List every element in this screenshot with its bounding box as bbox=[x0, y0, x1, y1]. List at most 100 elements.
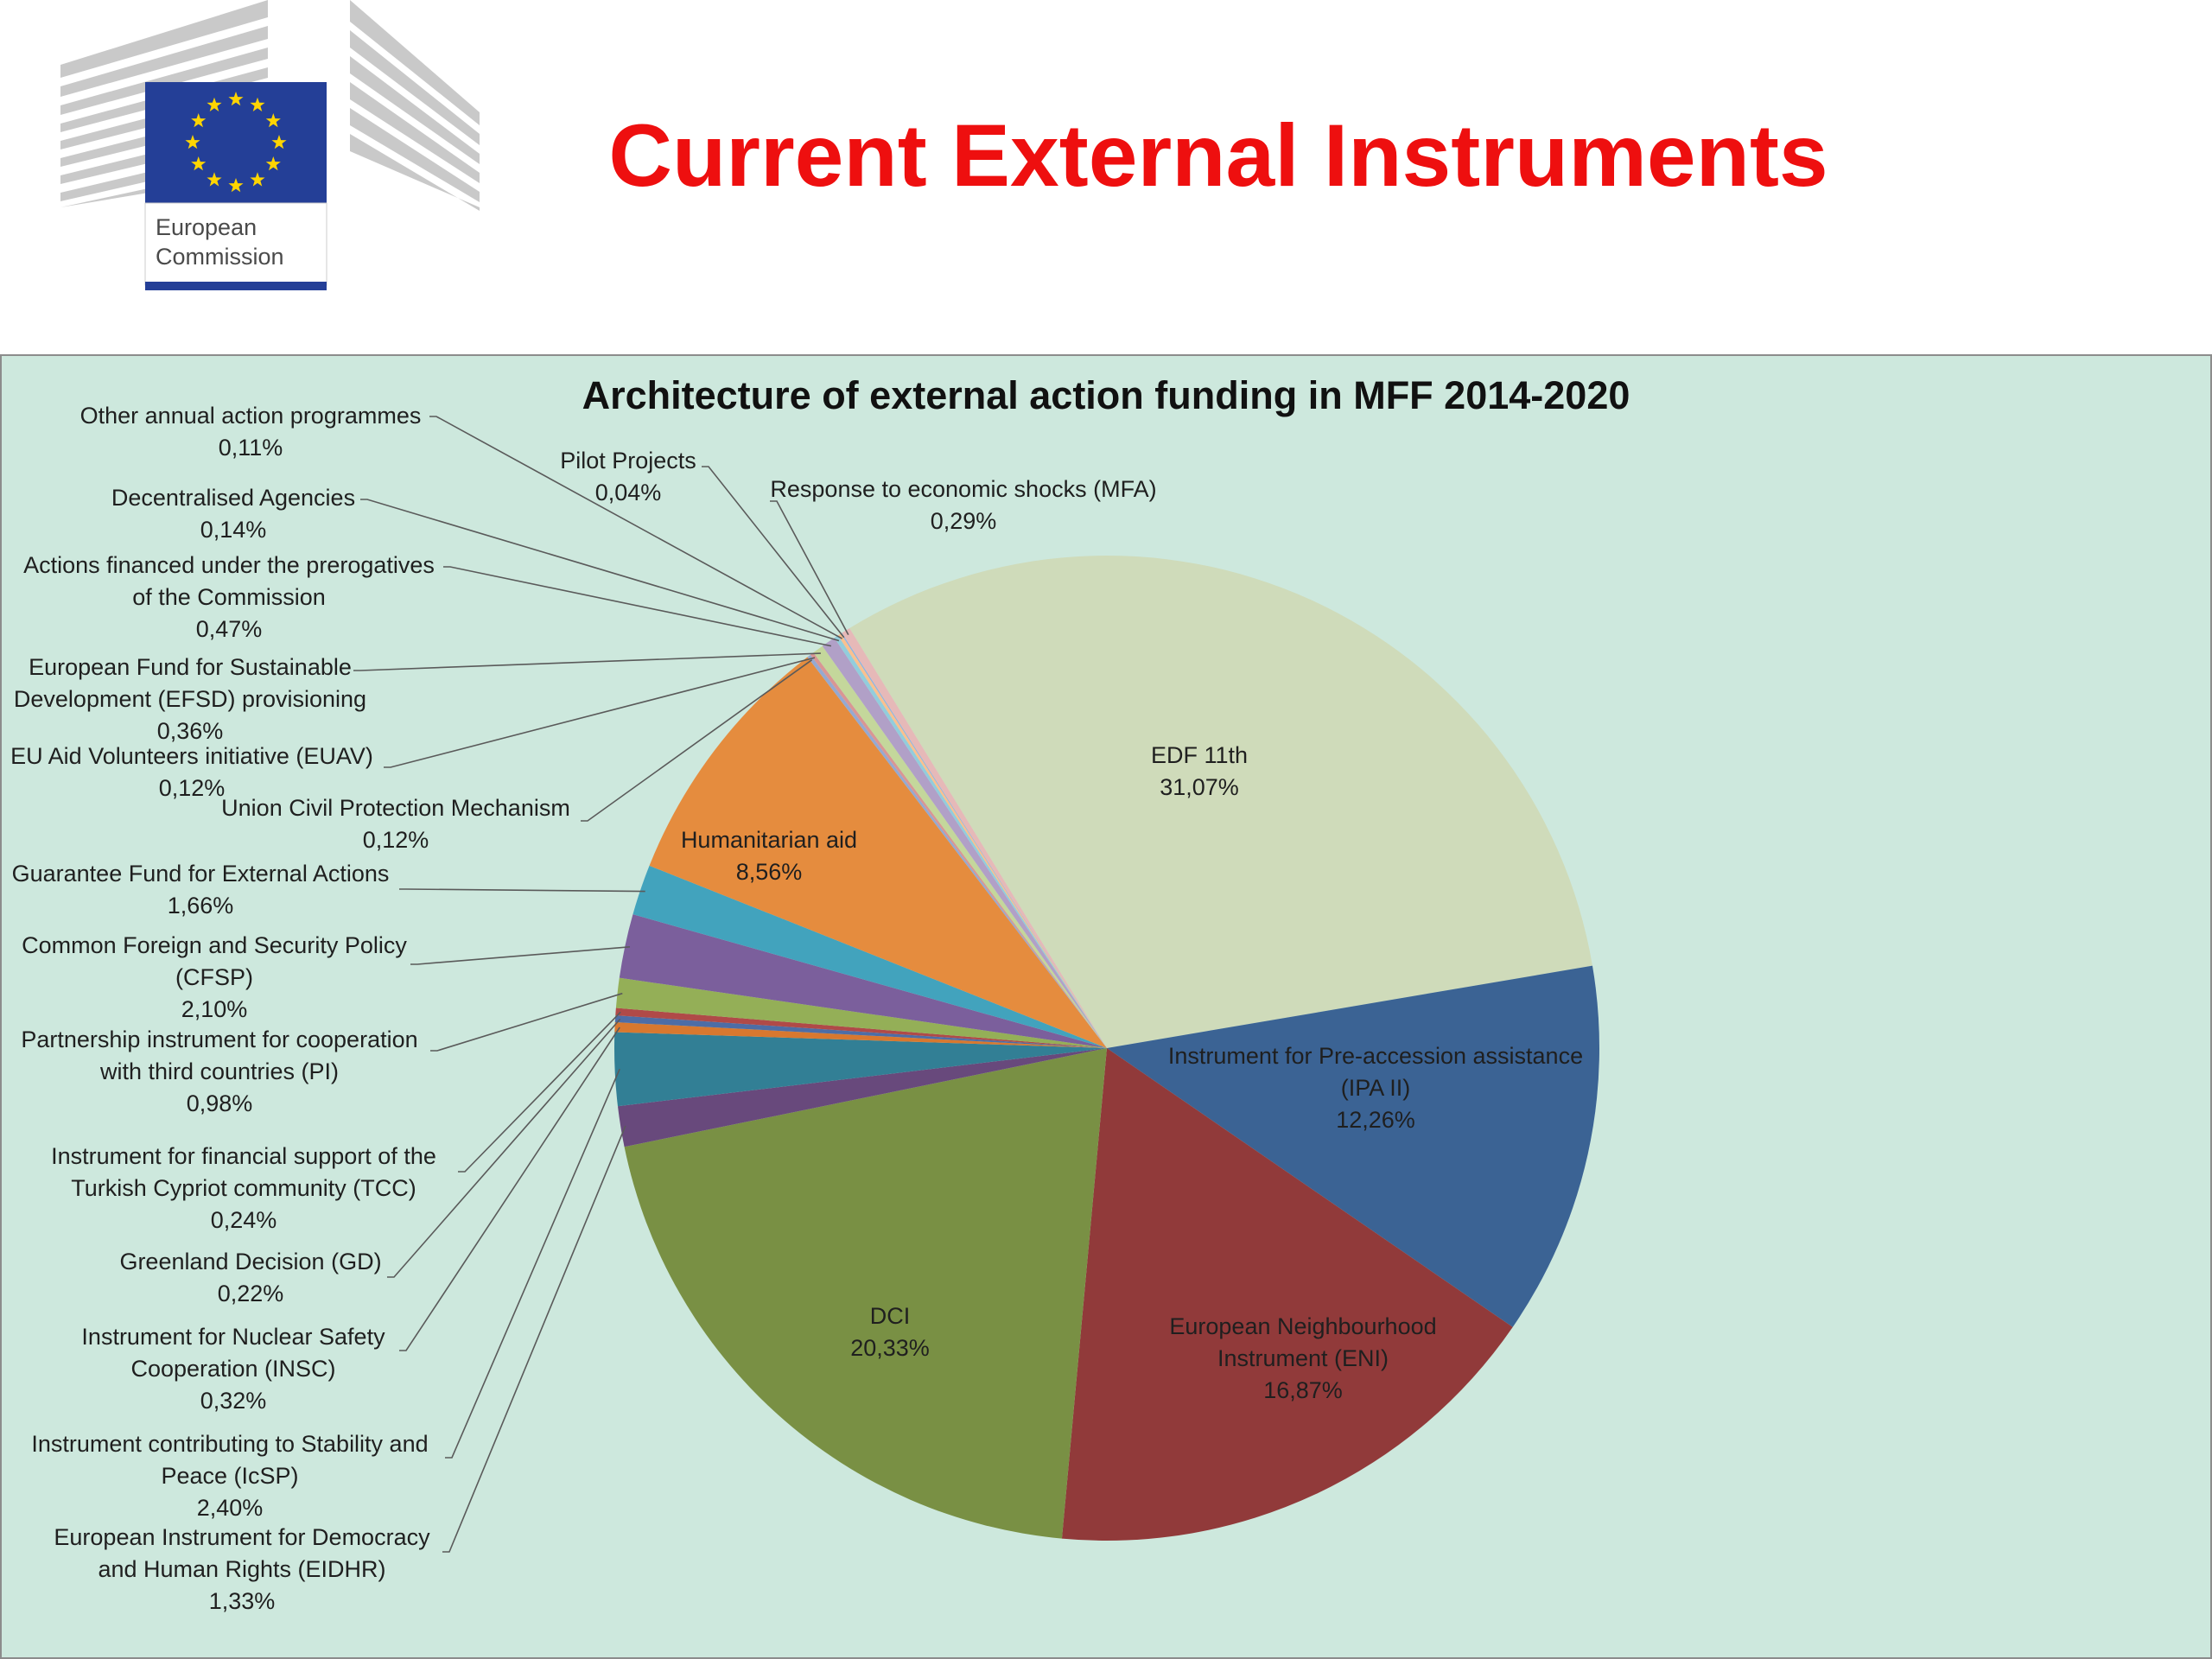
pie-slice-pi bbox=[615, 977, 1107, 1048]
leader-line-decen bbox=[360, 499, 840, 642]
data-label-gfea: Guarantee Fund for External Actions 1,66% bbox=[12, 861, 390, 918]
data-label-line: 0,14% bbox=[200, 517, 267, 543]
data-label-line: 20,33% bbox=[850, 1335, 930, 1361]
data-label-line: Union Civil Protection Mechanism bbox=[221, 795, 570, 821]
pie-slice-eidhr bbox=[617, 1048, 1107, 1147]
eu-star-icon bbox=[250, 172, 265, 187]
data-label-line: 8,56% bbox=[736, 859, 803, 885]
data-label-line: 0,04% bbox=[595, 480, 662, 505]
data-label-efsd: European Fund for Sustainable Development… bbox=[14, 654, 366, 744]
eu-star-icon bbox=[265, 156, 281, 171]
pie-slice-edf bbox=[849, 556, 1592, 1048]
leader-line-eidhr bbox=[442, 1125, 626, 1553]
eu-star-icon bbox=[207, 172, 222, 187]
leader-line-tcc bbox=[458, 1011, 621, 1173]
eu-star-icon bbox=[271, 135, 287, 149]
eu-star-icon bbox=[185, 135, 200, 149]
data-label-line: Greenland Decision (GD) bbox=[119, 1249, 381, 1274]
data-label-line: 0,47% bbox=[196, 616, 263, 642]
data-label-line: (CFSP) bbox=[175, 964, 253, 990]
data-label-line: Pilot Projects bbox=[560, 448, 696, 474]
data-label-icsp: Instrument contributing to Stability and… bbox=[31, 1431, 428, 1521]
leader-line-pilot bbox=[702, 466, 845, 639]
data-label-line: Instrument for Nuclear Safety bbox=[81, 1324, 385, 1350]
pie-slice-other bbox=[837, 633, 1107, 1048]
data-label-line: 2,10% bbox=[181, 996, 248, 1022]
pie-slice-cfsp bbox=[619, 914, 1107, 1048]
data-label-gd: Greenland Decision (GD) 0,22% bbox=[119, 1249, 381, 1306]
data-label-line: and Human Rights (EIDHR) bbox=[98, 1556, 385, 1582]
data-label-prerog: Actions financed under the prerogatives o… bbox=[23, 552, 435, 642]
pie-slice-hum bbox=[649, 657, 1107, 1048]
data-label-line: 31,07% bbox=[1160, 774, 1239, 800]
pie-slice-ipa bbox=[1107, 965, 1600, 1327]
data-label-line: Peace (IcSP) bbox=[161, 1463, 298, 1489]
data-label-line: DCI bbox=[870, 1303, 911, 1329]
data-label-line: EDF 11th bbox=[1151, 742, 1248, 768]
data-label-pilot: Pilot Projects 0,04% bbox=[560, 448, 696, 505]
chart-title: Architecture of external action funding … bbox=[582, 373, 1630, 417]
data-label-line: 1,33% bbox=[209, 1588, 276, 1614]
data-label-line: 12,26% bbox=[1336, 1107, 1415, 1133]
data-label-line: European Neighbourhood bbox=[1169, 1313, 1436, 1339]
pie-slice-gd bbox=[614, 1015, 1107, 1048]
leader-line-icsp bbox=[445, 1068, 620, 1459]
data-label-line: Instrument for Pre-accession assistance bbox=[1168, 1043, 1583, 1069]
data-label-line: 2,40% bbox=[197, 1495, 264, 1521]
data-label-line: 1,66% bbox=[168, 893, 234, 918]
leader-line-insc bbox=[399, 1027, 620, 1351]
pie-slice-gfea bbox=[632, 865, 1107, 1048]
data-label-line: Response to economic shocks (MFA) bbox=[770, 476, 1156, 502]
data-label-line: Other annual action programmes bbox=[80, 403, 422, 429]
data-label-line: 16,87% bbox=[1263, 1377, 1343, 1403]
pie-slice-ucpm bbox=[807, 654, 1107, 1048]
data-label-line: Turkish Cypriot community (TCC) bbox=[71, 1175, 416, 1201]
data-label-line: Actions financed under the prerogatives bbox=[23, 552, 435, 578]
pie-slice-euav bbox=[810, 652, 1107, 1048]
data-label-line: 0,29% bbox=[931, 508, 997, 534]
eu-star-icon bbox=[191, 113, 207, 128]
leader-line-pi bbox=[430, 992, 623, 1052]
pie-slice-tcc bbox=[615, 1007, 1107, 1048]
eu-star-icon bbox=[191, 156, 207, 171]
data-label-line: 0,12% bbox=[363, 827, 429, 853]
european-commission-logo: European Commission bbox=[60, 0, 480, 290]
data-label-line: Common Foreign and Security Policy bbox=[22, 932, 407, 958]
data-label-line: 0,24% bbox=[211, 1207, 277, 1233]
data-label-decen: Decentralised Agencies 0,14% bbox=[111, 485, 355, 543]
pie-slice-mfa bbox=[842, 628, 1107, 1048]
pie-chart: Architecture of external action funding … bbox=[10, 373, 1630, 1614]
leader-line-efsd bbox=[353, 652, 821, 671]
logo-text-commission: Commission bbox=[156, 244, 284, 270]
data-label-line: Cooperation (INSC) bbox=[130, 1356, 335, 1382]
data-label-ipa: Instrument for Pre-accession assistance (… bbox=[1168, 1043, 1583, 1133]
data-label-line: European Fund for Sustainable bbox=[29, 654, 352, 680]
data-label-hum: Humanitarian aid 8,56% bbox=[681, 827, 857, 885]
pie-slice-insc bbox=[614, 1021, 1107, 1048]
data-label-other: Other annual action programmes 0,11% bbox=[80, 403, 422, 461]
data-label-line: 0,12% bbox=[159, 775, 226, 801]
eu-star-icon bbox=[228, 178, 244, 193]
eu-star-icon bbox=[207, 97, 222, 111]
data-label-line: 0,98% bbox=[187, 1090, 253, 1116]
pie-slice-decen bbox=[834, 635, 1107, 1048]
data-label-line: European Instrument for Democracy bbox=[54, 1524, 430, 1550]
data-label-line: Humanitarian aid bbox=[681, 827, 857, 853]
page-title: Current External Instruments bbox=[608, 106, 1828, 205]
data-label-pi: Partnership instrument for cooperation wi… bbox=[21, 1027, 417, 1116]
leader-line-euav bbox=[384, 657, 816, 768]
leader-line-cfsp bbox=[410, 946, 631, 965]
data-label-dci: DCI 20,33% bbox=[850, 1303, 930, 1361]
data-label-eidhr: European Instrument for Democracy and Hum… bbox=[54, 1524, 430, 1614]
data-label-ucpm: Union Civil Protection Mechanism 0,12% bbox=[221, 795, 570, 853]
data-label-tcc: Instrument for financial support of the T… bbox=[51, 1143, 436, 1233]
eu-star-icon bbox=[228, 92, 244, 106]
data-label-insc: Instrument for Nuclear Safety Cooperation… bbox=[81, 1324, 385, 1414]
data-label-line: Decentralised Agencies bbox=[111, 485, 355, 511]
data-label-line: Instrument contributing to Stability and bbox=[31, 1431, 428, 1457]
leader-line-gfea bbox=[399, 888, 645, 893]
data-label-line: 0,11% bbox=[219, 435, 283, 461]
leader-line-gd bbox=[387, 1018, 621, 1278]
leader-line-other bbox=[429, 416, 842, 639]
pie-slice-prerog bbox=[822, 638, 1107, 1048]
